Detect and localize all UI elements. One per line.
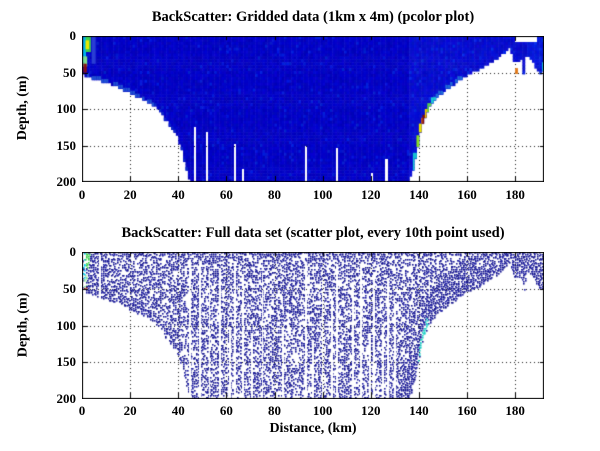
y-tick-label: 150 (56, 354, 77, 370)
pcolor-plot-title: BackScatter: Gridded data (1km x 4m) (pc… (151, 9, 475, 25)
x-tick-label: 20 (123, 187, 137, 202)
y-tick-label: 100 (56, 317, 77, 333)
x-tick-label: 160 (457, 187, 477, 202)
x-tick-label: 60 (219, 403, 233, 418)
x-tick-label: 160 (457, 403, 477, 418)
x-axis-label: Distance, (km) (269, 421, 357, 436)
x-tick-label: 0 (78, 187, 86, 202)
y-tick-label: 50 (63, 280, 76, 296)
x-tick-label: 80 (268, 403, 281, 418)
scatter-canvas (82, 252, 544, 399)
y-tick-label: 200 (56, 391, 77, 406)
pcolor-canvas (82, 36, 544, 182)
x-tick-label: 80 (268, 187, 281, 202)
x-tick-label: 140 (409, 403, 429, 418)
scatter-ylabel: Depth, (m) (15, 292, 30, 357)
y-tick-label: 150 (56, 137, 77, 153)
y-tick-label: 100 (56, 101, 77, 116)
y-tick-label: 0 (69, 28, 77, 43)
x-tick-label: 120 (361, 403, 381, 418)
y-tick-label: 0 (69, 244, 77, 259)
x-tick-label: 100 (312, 403, 333, 418)
x-tick-label: 120 (361, 187, 381, 202)
x-tick-label: 140 (409, 187, 429, 202)
y-tick-label: 50 (63, 64, 76, 80)
x-tick-label: 60 (219, 187, 233, 202)
x-tick-label: 0 (78, 403, 86, 418)
x-tick-label: 180 (505, 187, 525, 202)
scatter-plot-title: BackScatter: Full data set (scatter plot… (121, 225, 505, 241)
x-tick-label: 100 (312, 187, 333, 202)
x-tick-label: 40 (171, 187, 185, 202)
x-tick-label: 180 (505, 403, 525, 418)
y-tick-label: 200 (56, 174, 77, 189)
pcolor-ylabel: Depth, (m) (15, 75, 30, 141)
x-tick-label: 20 (123, 403, 137, 418)
x-tick-label: 40 (171, 403, 185, 418)
